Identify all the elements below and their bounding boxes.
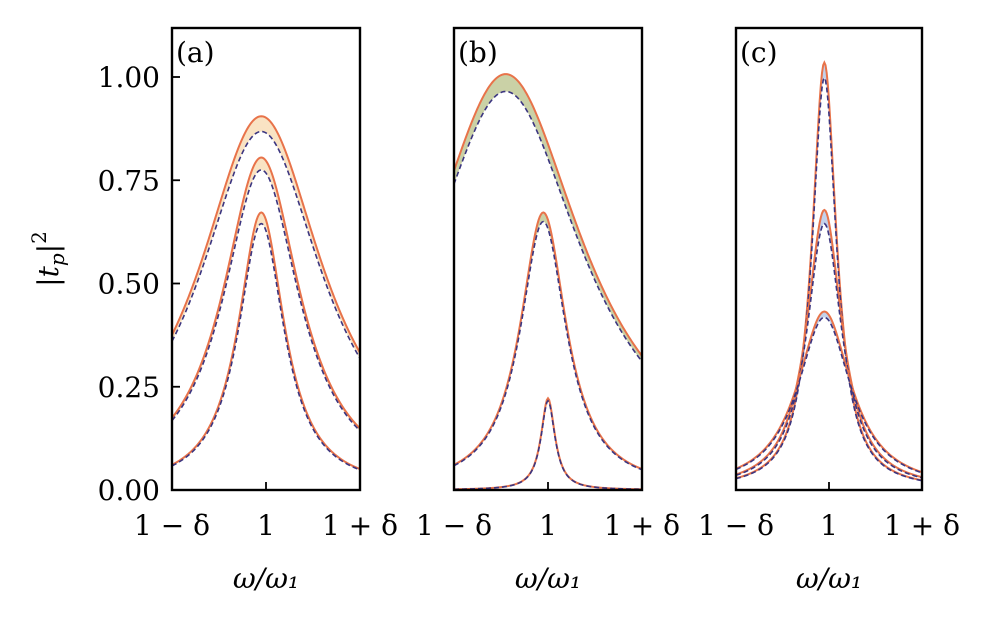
lower-curve-3 <box>736 316 922 474</box>
upper-curve-1 <box>172 115 360 354</box>
x-tick-label: 1 − δ <box>134 509 210 542</box>
band-fill-2 <box>454 212 642 470</box>
upper-curve-3 <box>736 310 922 474</box>
x-axis-label: ω/ω₁ <box>796 562 862 595</box>
lower-curve-2 <box>454 220 642 471</box>
band-fill-2 <box>736 209 922 478</box>
plot-area <box>736 60 922 482</box>
y-tick-label: 0.75 <box>98 164 160 197</box>
x-tick-label: 1 + δ <box>604 509 680 542</box>
x-tick-label: 1 + δ <box>322 509 398 542</box>
panel-a: 0.00 0.25 0.50 0.75 1.00 1 − δ 1 1 + δ ω/ω₁ (a) <box>98 26 398 595</box>
upper-curve-1 <box>736 60 922 482</box>
y-tick-label: 0.50 <box>98 268 160 301</box>
panel-b: 1 − δ 1 1 + δ ω/ω₁ (b) <box>416 26 680 595</box>
lower-curve-1 <box>172 130 360 359</box>
upper-curve-2 <box>736 208 922 479</box>
lower-curve-3 <box>172 222 360 471</box>
panel-label: (a) <box>176 36 215 69</box>
x-tick-label: 1 <box>539 509 557 542</box>
x-axis-label: ω/ω₁ <box>515 562 581 595</box>
lower-curve-2 <box>172 169 360 432</box>
upper-curve-2 <box>172 156 360 430</box>
upper-curve-3 <box>172 211 360 470</box>
upper-curve-1 <box>454 73 642 357</box>
y-axis-label: |tp|2 <box>27 231 69 287</box>
lower-curve-3 <box>454 399 642 490</box>
plot-area <box>172 115 360 471</box>
x-tick-label: 1 − δ <box>698 509 774 542</box>
lower-curve-2 <box>736 222 922 479</box>
x-tick-label: 1 + δ <box>884 509 960 542</box>
y-tick-label: 0.00 <box>98 474 160 507</box>
x-tick-label: 1 − δ <box>416 509 492 542</box>
lower-curve-1 <box>454 90 642 363</box>
panel-c: 1 − δ 1 1 + δ ω/ω₁ (c) <box>698 26 960 595</box>
lower-curve-1 <box>736 75 922 482</box>
panel-label: (b) <box>458 36 498 69</box>
band-fill-1 <box>172 116 360 359</box>
panel-label: (c) <box>740 36 778 69</box>
x-tick-label: 1 <box>820 509 838 542</box>
panel-frame <box>170 26 362 492</box>
band-fill-1 <box>454 74 642 362</box>
y-tick-label: 0.25 <box>98 371 160 404</box>
plot-area <box>454 73 642 490</box>
band-fill-1 <box>736 62 922 481</box>
x-tick-label: 1 <box>257 509 275 542</box>
y-tick-label: 1.00 <box>98 61 160 94</box>
band-fill-3 <box>172 212 360 470</box>
x-axis-label: ω/ω₁ <box>233 562 299 595</box>
upper-curve-2 <box>454 211 642 470</box>
